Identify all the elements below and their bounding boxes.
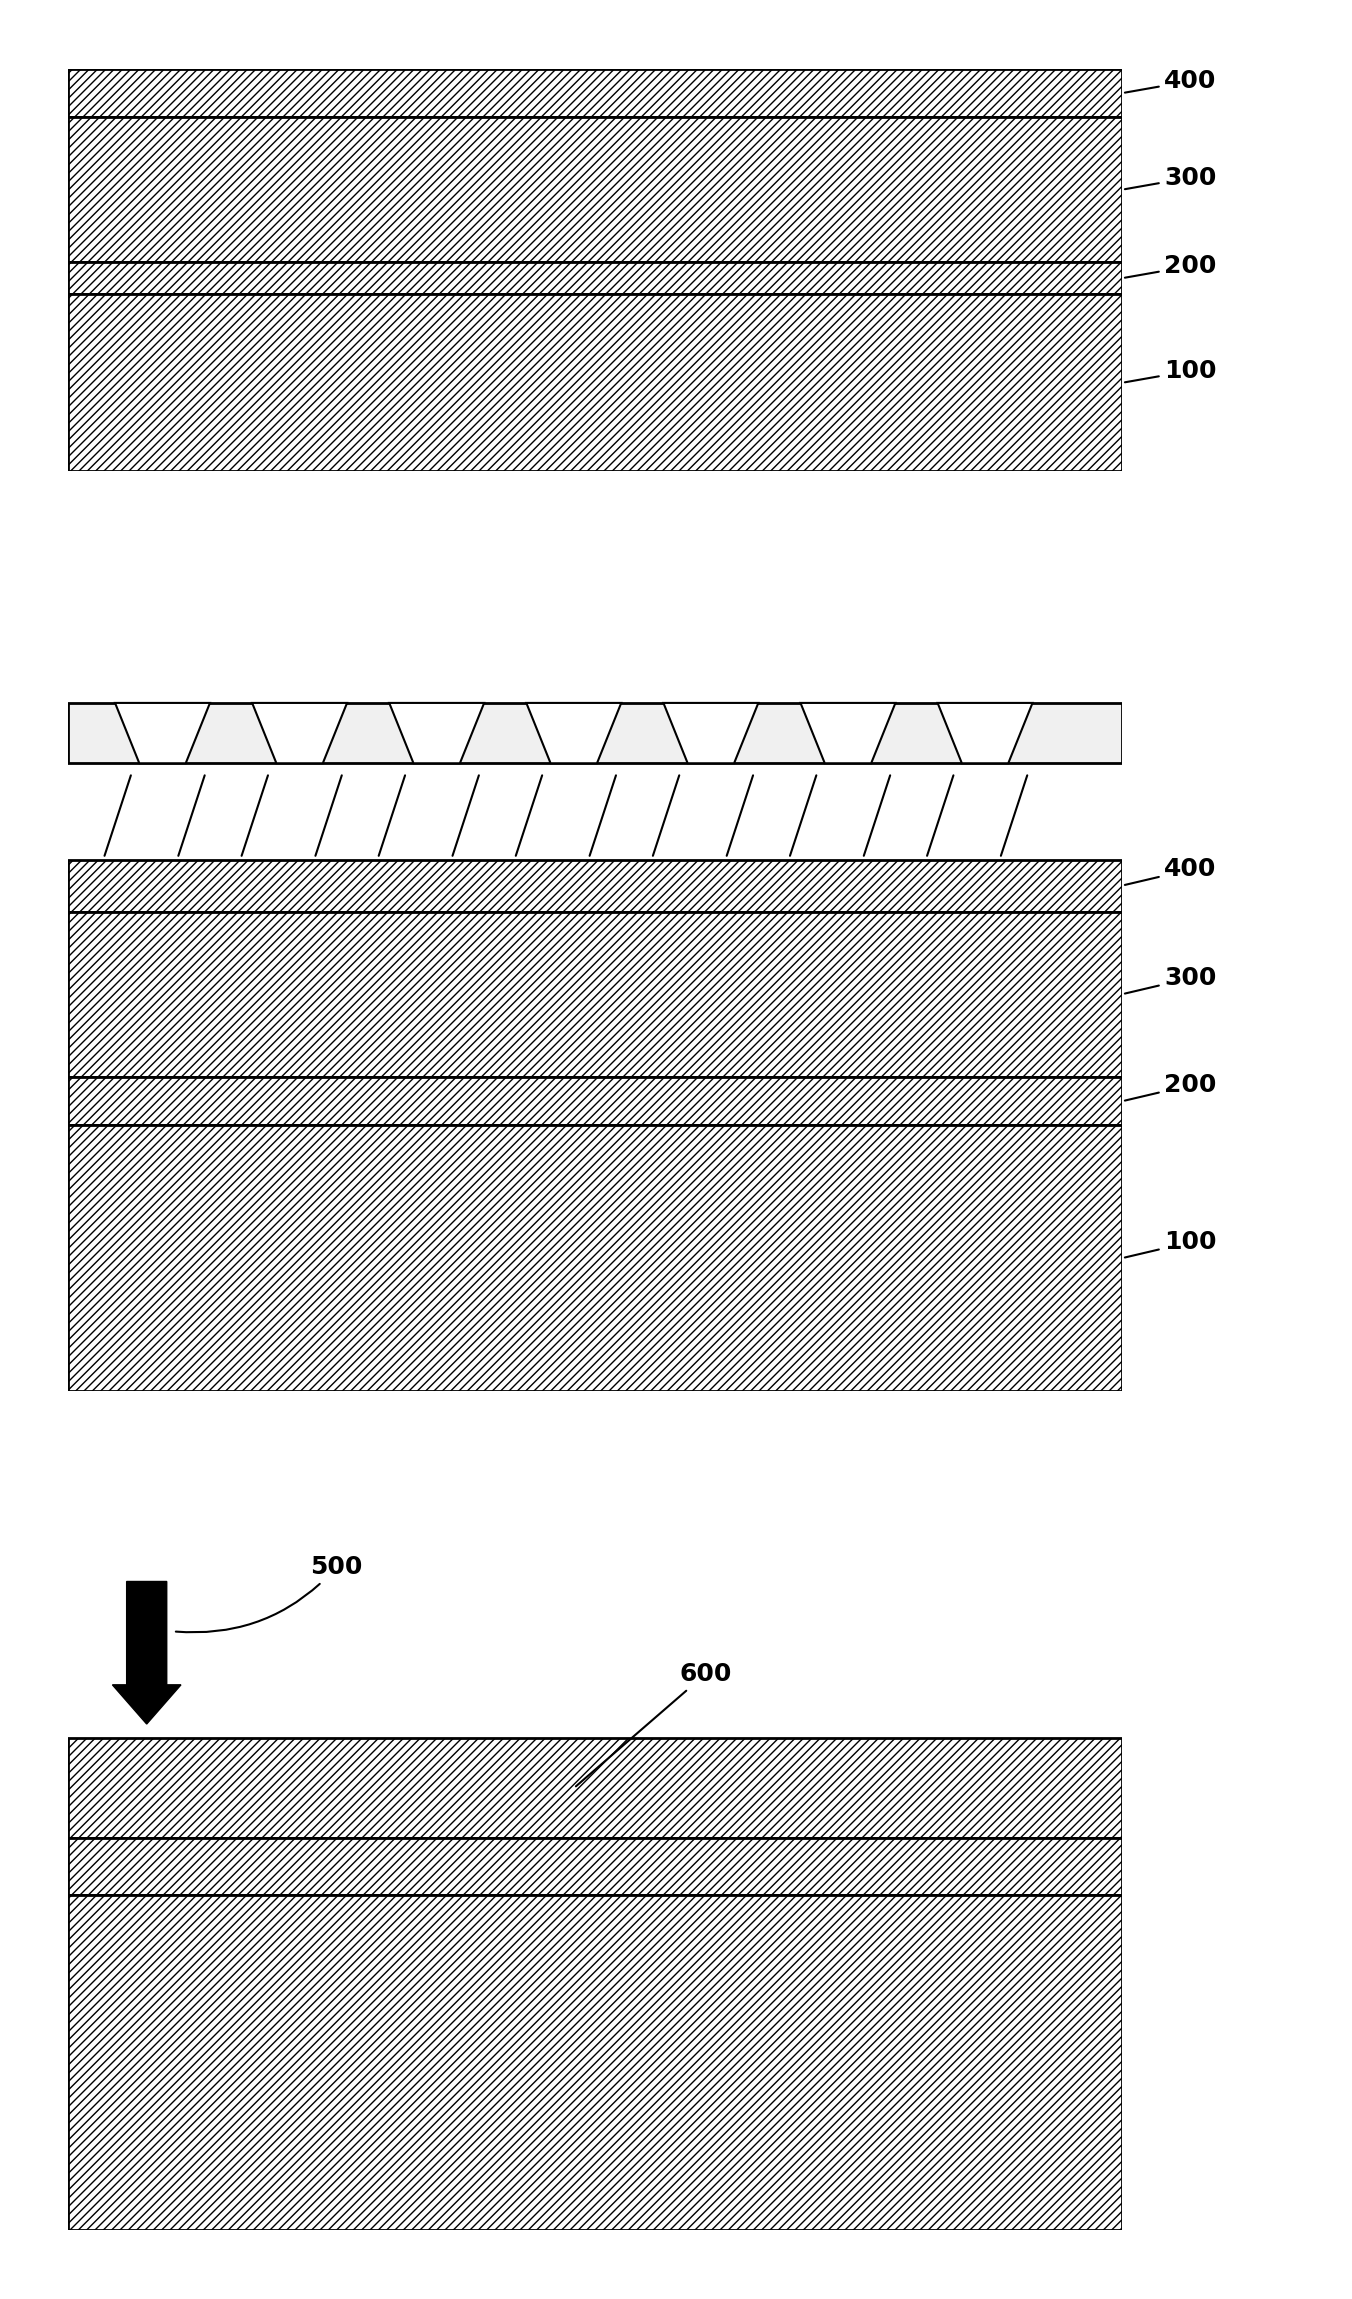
Bar	[68, 117, 1122, 262]
Polygon shape	[115, 703, 210, 763]
Text: 600: 600	[576, 1662, 731, 1786]
Bar	[68, 1894, 1122, 2230]
Bar	[68, 703, 1122, 763]
Text: 300: 300	[1125, 966, 1217, 993]
Bar	[68, 1076, 1122, 1127]
Text: 400: 400	[1125, 858, 1217, 885]
Text: 100: 100	[1125, 1230, 1217, 1258]
Text: 100: 100	[1125, 359, 1217, 382]
Text: 200: 200	[1125, 255, 1217, 278]
Polygon shape	[938, 703, 1033, 763]
Text: 200: 200	[1125, 1074, 1217, 1101]
Bar	[68, 1127, 1122, 1391]
Bar	[68, 913, 1122, 1076]
Bar	[68, 262, 1122, 294]
Text: 400: 400	[1125, 69, 1217, 92]
Bar	[68, 1839, 1122, 1894]
Polygon shape	[389, 703, 484, 763]
Polygon shape	[253, 703, 347, 763]
Bar	[68, 294, 1122, 471]
Text: 500: 500	[176, 1554, 362, 1632]
FancyArrow shape	[112, 1582, 181, 1724]
Polygon shape	[526, 703, 622, 763]
Polygon shape	[800, 703, 895, 763]
Bar	[68, 1738, 1122, 1839]
Bar	[68, 860, 1122, 913]
Bar	[68, 69, 1122, 117]
Text: 300: 300	[1125, 166, 1217, 189]
Polygon shape	[664, 703, 758, 763]
